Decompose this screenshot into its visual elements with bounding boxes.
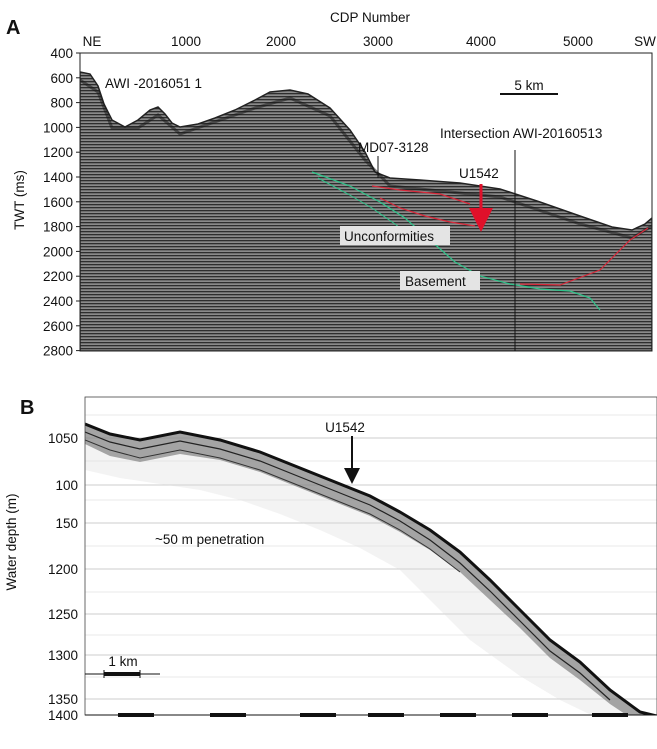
sediment-reflector-band [85, 424, 653, 715]
panel-a-x-ticks: 1000 2000 3000 4000 5000 [171, 34, 593, 49]
panel-b-y-tick-label: 1250 [48, 607, 78, 622]
panel-a-y-tick-label: 1400 [43, 170, 73, 185]
panel-a-x-tick-label: 5000 [563, 34, 593, 49]
panel-a-x-axis-title: CDP Number [330, 10, 411, 25]
panel-a: A CDP Number NE SW 1000 2000 3000 4000 5000 … [6, 10, 656, 359]
basement-horizon [311, 171, 601, 311]
seismic-reflectors [80, 71, 652, 351]
panel-a-y-tick-label: 600 [50, 71, 73, 86]
panel-b-y-axis-title: Water depth (m) [4, 493, 19, 590]
md07-3128-label: MD07-3128 [358, 140, 429, 155]
unconformities-label-bg [340, 226, 450, 245]
panel-a-y-axis-title: TWT (ms) [12, 170, 27, 230]
sub-bottom-profile [85, 422, 657, 715]
panel-a-y-tick-label: 2200 [43, 269, 73, 284]
u1542-label-b: U1542 [325, 420, 365, 435]
intersection-label: Intersection AWI-20160513 [440, 126, 602, 141]
panel-a-y-tick-label: 1600 [43, 195, 73, 210]
penetration-note: ~50 m penetration [155, 532, 264, 547]
panel-a-x-tick-label: 3000 [363, 34, 393, 49]
u1542-label-a: U1542 [459, 166, 499, 181]
subbottom-reflector-2 [85, 439, 461, 573]
penetration-zone [85, 424, 653, 715]
panel-a-x-tick-label: 4000 [466, 34, 496, 49]
panel-a-y-tick-label: 2000 [43, 244, 73, 259]
panel-a-sw-label: SW [634, 34, 656, 49]
panel-b-y-tick-label: 1300 [48, 648, 78, 663]
panel-b-label: B [20, 397, 34, 419]
basement-label-bg [400, 271, 480, 290]
panel-b-bottom-ruler [85, 713, 657, 717]
panel-a-y-tick-label: 1000 [43, 120, 73, 135]
unconformity-line-upper [371, 185, 471, 205]
subbottom-reflector-1 [85, 431, 611, 701]
panel-a-label: A [6, 17, 20, 39]
seismic-section [80, 71, 652, 351]
panel-b-y-tick-label: 150 [55, 516, 78, 531]
panel-b-y-tick-label: 1050 [48, 431, 78, 446]
panel-b-y-tick-label: 1400 [48, 708, 78, 723]
unconformity-line-deep [519, 227, 649, 286]
seismic-line-name: AWI -2016051 1 [105, 76, 202, 91]
panel-a-y-tick-label: 2600 [43, 319, 73, 334]
panel-a-frame [79, 52, 653, 352]
panel-a-y-tick-label: 400 [50, 46, 73, 61]
panel-b-y-tick-label: 1200 [48, 562, 78, 577]
panel-a-y-tick-label: 2400 [43, 294, 73, 309]
panel-a-y-tick-label: 2800 [43, 344, 73, 359]
panel-b-y-tick-label: 100 [55, 478, 78, 493]
panel-a-x-tick-label: 1000 [171, 34, 201, 49]
seafloor-reflector [85, 422, 657, 715]
panel-b-y-tick-label: 1350 [48, 692, 78, 707]
scale-bar-5km-label: 5 km [514, 78, 543, 93]
panel-a-x-tick-label: 2000 [266, 34, 296, 49]
scale-bar-1km-label: 1 km [108, 654, 137, 669]
panel-a-ne-label: NE [83, 34, 102, 49]
basement-label: Basement [405, 274, 466, 289]
seafloor-multiple-band [80, 78, 652, 240]
unconformities-label: Unconformities [344, 229, 434, 244]
scale-bar-1km [85, 670, 160, 678]
unconformity-line-lower [379, 197, 476, 227]
panel-a-y-tick-label: 1800 [43, 220, 73, 235]
panel-a-y-ticks: 400 600 800 1000 1200 1400 1600 1800 2000 2200 240… [43, 46, 80, 359]
panel-a-y-tick-label: 800 [50, 96, 73, 111]
panel-a-y-tick-label: 1200 [43, 145, 73, 160]
